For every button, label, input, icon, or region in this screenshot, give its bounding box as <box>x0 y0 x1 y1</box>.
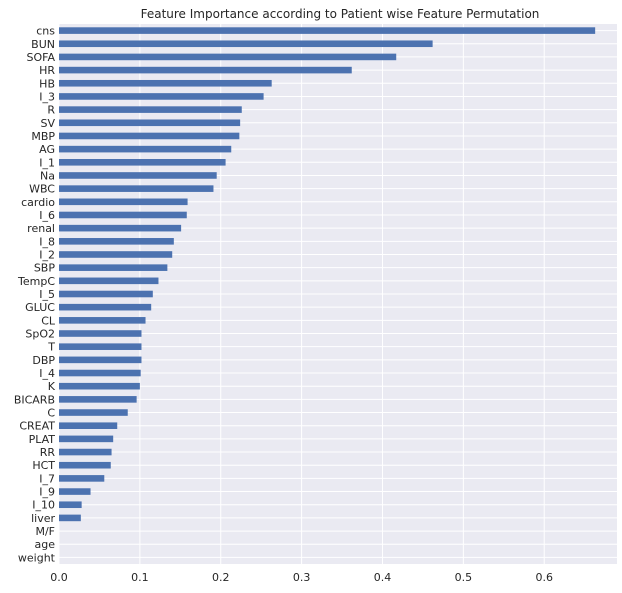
bar-liver <box>59 514 81 522</box>
y-tick-label: T <box>47 341 55 354</box>
bar-i-5 <box>59 290 153 298</box>
y-tick-label: HCT <box>32 459 55 472</box>
y-tick-label: I_5 <box>39 288 55 301</box>
x-tick-label: 0.0 <box>50 571 68 584</box>
bar-bun <box>59 40 433 48</box>
bar-creat <box>59 422 118 429</box>
bar-c <box>59 409 128 416</box>
y-tick-label: weight <box>18 551 56 564</box>
x-tick-label: 0.5 <box>455 571 473 584</box>
y-tick-label: SpO2 <box>25 328 55 341</box>
bar-dbp <box>59 356 142 364</box>
bar-spo2 <box>59 330 142 337</box>
bars <box>59 27 596 522</box>
y-tick-label: I_9 <box>39 486 55 499</box>
y-tick-label: I_3 <box>39 90 55 103</box>
bar-i-4 <box>59 369 141 377</box>
bar-sv <box>59 119 241 127</box>
y-tick-label: age <box>35 538 56 551</box>
bar-plat <box>59 435 114 443</box>
bar-na <box>59 172 217 179</box>
bar-ag <box>59 145 232 153</box>
bar-r <box>59 106 242 113</box>
y-tick-label: MBP <box>31 130 55 143</box>
y-tick-label: CL <box>41 314 56 327</box>
y-tick-label: CREAT <box>19 420 55 433</box>
bar-i-8 <box>59 238 174 245</box>
bar-hr <box>59 66 352 74</box>
bar-i-10 <box>59 501 82 509</box>
y-tick-label: SOFA <box>27 51 56 64</box>
bar-i-2 <box>59 251 173 258</box>
bar-sbp <box>59 264 168 271</box>
bar-i-3 <box>59 93 264 100</box>
y-tick-label: I_6 <box>39 209 55 222</box>
x-tick-label: 0.3 <box>293 571 311 584</box>
bar-renal <box>59 224 182 232</box>
y-tick-label: R <box>47 104 55 117</box>
y-tick-label: I_10 <box>32 499 55 512</box>
y-tick-label: SV <box>40 117 55 130</box>
y-tick-label: PLAT <box>29 433 56 446</box>
bar-cns <box>59 27 596 34</box>
bar-wbc <box>59 185 214 192</box>
bar-cardio <box>59 198 188 206</box>
y-tick-label: K <box>48 380 56 393</box>
y-tick-label: I_4 <box>39 367 55 380</box>
y-tick-label: M/F <box>35 525 55 538</box>
y-tick-label: I_7 <box>39 472 55 485</box>
y-tick-label: SBP <box>34 262 56 275</box>
y-tick-label: cns <box>36 25 55 38</box>
y-tick-label: HR <box>39 64 55 77</box>
bar-rr <box>59 448 112 456</box>
y-tick-label: C <box>47 407 55 420</box>
x-tick-labels: 0.0 0.1 0.2 0.3 0.4 0.5 0.6 <box>50 571 553 584</box>
bar-cl <box>59 317 146 324</box>
bar-sofa <box>59 53 397 61</box>
x-tick-label: 0.4 <box>374 571 392 584</box>
y-tick-label: cardio <box>21 196 55 209</box>
x-tick-label: 0.2 <box>212 571 230 584</box>
bar-t <box>59 343 142 350</box>
y-tick-label: DBP <box>32 354 55 367</box>
bar-gluc <box>59 303 152 311</box>
x-tick-label: 0.6 <box>535 571 553 584</box>
y-tick-label: HB <box>39 77 55 90</box>
y-tick-label: AG <box>39 143 55 156</box>
y-tick-label: GLUC <box>25 301 55 314</box>
y-tick-label: liver <box>31 512 55 525</box>
y-tick-label: BUN <box>31 38 55 51</box>
y-tick-label: TempC <box>17 275 55 288</box>
bar-mbp <box>59 132 240 140</box>
bar-i-1 <box>59 159 226 166</box>
bar-tempc <box>59 277 159 285</box>
bar-hb <box>59 79 272 87</box>
x-tick-label: 0.1 <box>131 571 149 584</box>
y-tick-label: RR <box>40 446 56 459</box>
y-tick-labels: cnsBUNSOFAHRHBI_3RSVMBPAGI_1NaWBCcardioI… <box>14 25 56 565</box>
y-tick-label: Na <box>40 169 55 182</box>
y-tick-label: BICARB <box>14 393 55 406</box>
bar-hct <box>59 461 111 469</box>
bar-i-6 <box>59 211 187 219</box>
bar-k <box>59 382 140 390</box>
y-tick-label: I_8 <box>39 235 55 248</box>
chart-title: Feature Importance according to Patient … <box>141 7 540 21</box>
bar-i-7 <box>59 475 105 482</box>
y-tick-label: I_1 <box>39 156 55 169</box>
bar-bicarb <box>59 396 137 403</box>
y-tick-label: I_2 <box>39 248 55 261</box>
y-tick-label: WBC <box>29 183 55 196</box>
y-tick-label: renal <box>27 222 55 235</box>
bar-i-9 <box>59 488 91 495</box>
